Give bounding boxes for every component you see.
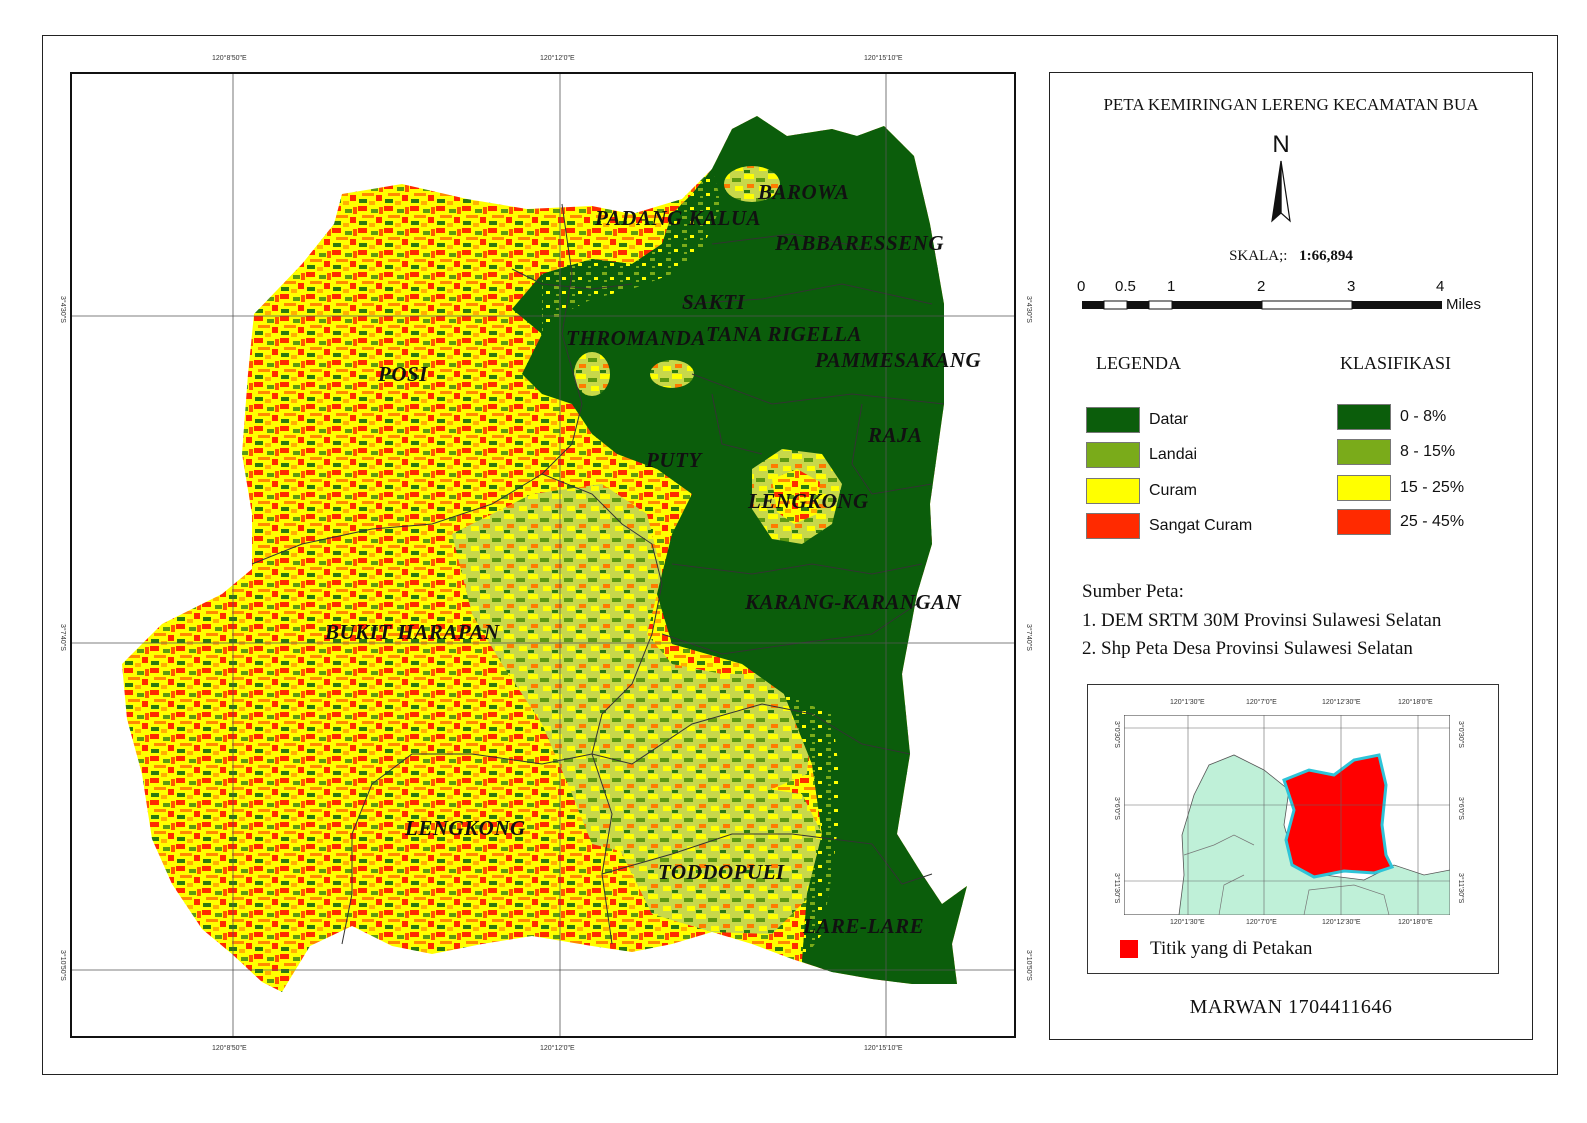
legend-label-datar: Datar: [1149, 411, 1188, 429]
grid-label-top-2: 120°12'0"E: [540, 55, 575, 62]
village-label-lare-lare: LARE-LARE: [803, 914, 924, 939]
grid-label-bottom-2: 120°12'0"E: [540, 1045, 575, 1052]
author-credit: MARWAN 1704411646: [1050, 996, 1532, 1019]
inset-grid-left-2: 3°6'0"S: [1113, 797, 1120, 820]
inset-grid-right-3: 3°11'30"S: [1457, 873, 1464, 903]
class-label-0-8: 0 - 8%: [1400, 408, 1446, 426]
map-title: PETA KEMIRINGAN LERENG KECAMATAN BUA: [1050, 95, 1532, 115]
class-item-15-25: 15 - 25%: [1337, 475, 1464, 501]
class-swatch-25-45: [1337, 509, 1391, 535]
village-label-karang-karangan: KARANG-KARANGAN: [745, 590, 961, 615]
inset-locator-map: 120°1'30"E 120°7'0"E 120°12'30"E 120°18'…: [1087, 684, 1499, 974]
inset-grid-right-2: 3°6'0"S: [1457, 797, 1464, 820]
legend-item-curam: Curam: [1086, 478, 1197, 504]
village-label-tana-rigella: TANA RIGELLA: [706, 322, 862, 347]
grid-label-right-2: 3°7'40"S: [1025, 624, 1032, 651]
class-label-15-25: 15 - 25%: [1400, 479, 1464, 497]
north-label: N: [1246, 131, 1316, 159]
legend-label-curam: Curam: [1149, 482, 1197, 500]
village-label-raja: RAJA: [868, 423, 923, 448]
scalebar-tick-3: 3: [1347, 278, 1355, 295]
inset-grid-top-3: 120°12'30"E: [1322, 699, 1361, 706]
class-item-0-8: 0 - 8%: [1337, 404, 1446, 430]
class-label-8-15: 8 - 15%: [1400, 443, 1455, 461]
inset-grid-right-1: 3°0'30"S: [1457, 721, 1464, 748]
legend-panel: PETA KEMIRINGAN LERENG KECAMATAN BUA N S…: [1049, 72, 1533, 1040]
class-item-25-45: 25 - 45%: [1337, 509, 1464, 535]
scale-prefix: SKALA;:: [1229, 248, 1287, 264]
scale-value: 1:66,894: [1299, 248, 1353, 264]
inset-grid-left-1: 3°0'30"S: [1113, 721, 1120, 748]
inset-highlight: [1284, 755, 1392, 877]
legend-title: LEGENDA: [1096, 353, 1181, 374]
source-title: Sumber Peta:: [1082, 581, 1184, 603]
inset-grid-bottom-4: 120°18'0"E: [1398, 919, 1433, 926]
inset-grid-top-4: 120°18'0"E: [1398, 699, 1433, 706]
grid-label-bottom-1: 120°8'50"E: [212, 1045, 247, 1052]
village-label-padang-kalua: PADANG KALUA: [595, 206, 761, 231]
inset-key: Titik yang di Petakan: [1120, 938, 1312, 960]
legend-item-landai: Landai: [1086, 442, 1197, 468]
scalebar-tick-0: 0: [1077, 278, 1085, 295]
legend-item-sangat-curam: Sangat Curam: [1086, 513, 1252, 539]
grid-label-right-3: 3°10'50"S: [1025, 950, 1032, 981]
scalebar-tick-1: 1: [1167, 278, 1175, 295]
scalebar: 0 0.5 1 2 3 4 Miles: [1080, 278, 1510, 318]
terrain-hill-1: [650, 360, 694, 388]
grid-label-bottom-3: 120°15'10"E: [864, 1045, 903, 1052]
slope-map-canvas: [72, 74, 1016, 1038]
inset-grid-bottom-2: 120°7'0"E: [1246, 919, 1277, 926]
classification-title: KLASIFIKASI: [1340, 353, 1451, 374]
village-label-bukit-harapan: BUKIT HARAPAN: [325, 620, 500, 645]
inset-grid-bottom-3: 120°12'30"E: [1322, 919, 1361, 926]
scalebar-unit: Miles: [1446, 296, 1481, 313]
source-line-1: 1. DEM SRTM 30M Provinsi Sulawesi Selata…: [1082, 610, 1441, 632]
scalebar-tick-2: 2: [1257, 278, 1265, 295]
terrain-hill-3: [574, 352, 610, 396]
class-swatch-15-25: [1337, 475, 1391, 501]
slope-map: [70, 72, 1016, 1038]
grid-label-top-3: 120°15'10"E: [864, 55, 903, 62]
village-label-lengkong-north: LENGKONG: [748, 489, 869, 514]
inset-map-canvas: [1124, 715, 1450, 915]
inset-key-label: Titik yang di Petakan: [1150, 938, 1312, 960]
village-label-toddopuli: TODDOPULI: [658, 860, 785, 885]
grid-label-right-1: 3°4'30"S: [1025, 296, 1032, 323]
class-swatch-8-15: [1337, 439, 1391, 465]
village-label-barowa: BAROWA: [758, 180, 849, 205]
grid-label-left-3: 3°10'50"S: [59, 950, 66, 981]
north-arrow-icon: [1260, 159, 1302, 231]
legend-swatch-curam: [1086, 478, 1140, 504]
village-label-thromanda: THROMANDA: [566, 326, 706, 351]
village-label-puty: PUTY: [646, 448, 702, 473]
scalebar-bar: [1082, 300, 1444, 310]
scalebar-tick-4: 4: [1436, 278, 1444, 295]
legend-swatch-datar: [1086, 407, 1140, 433]
north-arrow: N: [1246, 131, 1316, 241]
source-line-2: 2. Shp Peta Desa Provinsi Sulawesi Selat…: [1082, 638, 1413, 660]
class-swatch-0-8: [1337, 404, 1391, 430]
village-label-pammesakang: PAMMESAKANG: [815, 348, 981, 373]
grid-label-top-1: 120°8'50"E: [212, 55, 247, 62]
grid-label-left-2: 3°7'40"S: [59, 624, 66, 651]
legend-label-sangat-curam: Sangat Curam: [1149, 517, 1252, 535]
village-label-sakti: SAKTI: [682, 290, 745, 315]
scalebar-tick-0-5: 0.5: [1115, 278, 1136, 295]
inset-grid-top-1: 120°1'30"E: [1170, 699, 1205, 706]
inset-grid-left-3: 3°11'30"S: [1113, 873, 1120, 903]
village-label-lengkong-south: LENGKONG: [405, 816, 526, 841]
scale-text: SKALA;: 1:66,894: [1050, 248, 1532, 265]
village-label-posi: POSI: [378, 362, 428, 387]
inset-grid-bottom-1: 120°1'30"E: [1170, 919, 1205, 926]
inset-key-swatch: [1120, 940, 1138, 958]
legend-swatch-landai: [1086, 442, 1140, 468]
class-item-8-15: 8 - 15%: [1337, 439, 1455, 465]
legend-swatch-sangat-curam: [1086, 513, 1140, 539]
inset-grid-top-2: 120°7'0"E: [1246, 699, 1277, 706]
village-label-pabbaresseng: PABBARESSENG: [775, 231, 944, 256]
legend-item-datar: Datar: [1086, 407, 1188, 433]
grid-label-left-1: 3°4'30"S: [59, 296, 66, 323]
class-label-25-45: 25 - 45%: [1400, 513, 1464, 531]
legend-label-landai: Landai: [1149, 446, 1197, 464]
